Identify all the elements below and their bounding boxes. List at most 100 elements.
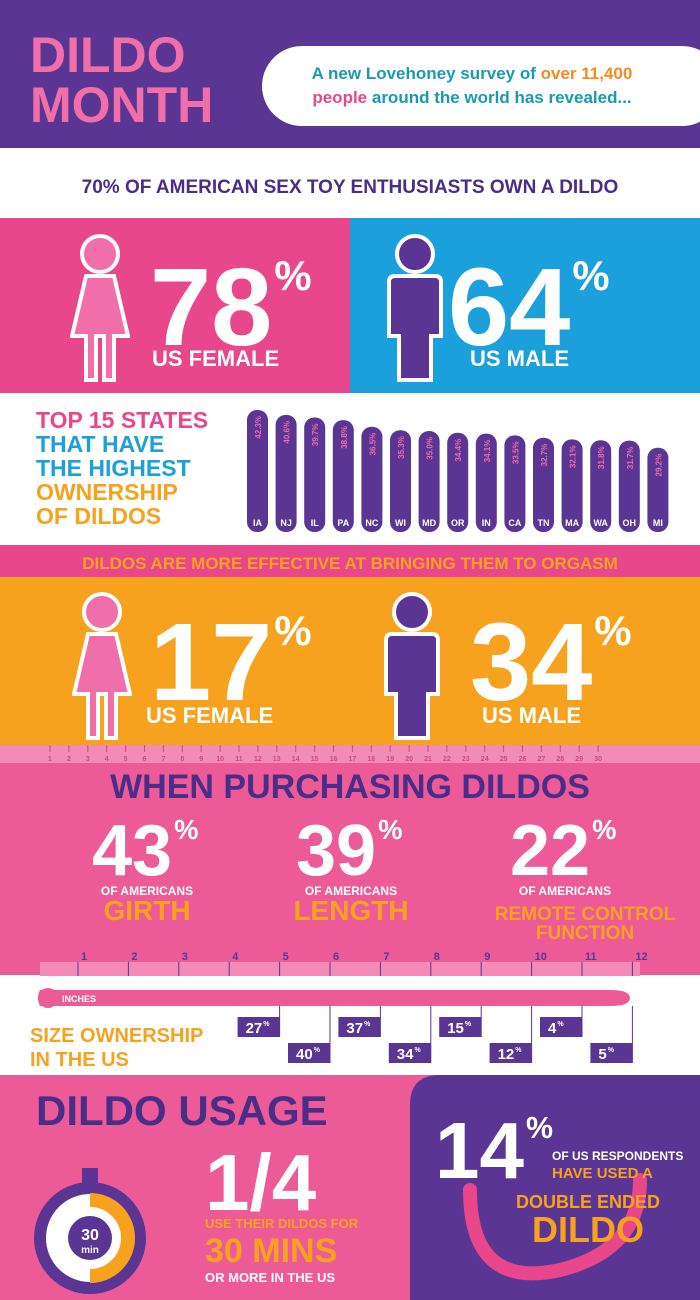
size-box <box>237 1017 280 1037</box>
intro-text: people <box>312 88 367 107</box>
double-line: DOUBLE ENDED <box>516 1192 660 1212</box>
stat-number: 17 <box>150 601 272 724</box>
size-unit: % <box>465 1021 472 1028</box>
bar <box>247 410 268 532</box>
stat-unit: % <box>594 607 631 654</box>
ruler-label: 2 <box>131 951 137 963</box>
bar <box>647 447 669 532</box>
double-line: HAVE USED A <box>552 1165 653 1182</box>
stat-label: US FEMALE <box>146 703 273 728</box>
ruler-label: 6 <box>143 756 147 763</box>
ruler-label: 16 <box>330 756 338 763</box>
chart-title: THE HIGHEST <box>36 455 191 481</box>
size-unit: % <box>608 1047 615 1054</box>
bar-value-label: 29.2% <box>654 454 663 477</box>
stat-unit: % <box>572 252 609 299</box>
stat-unit: % <box>378 814 402 845</box>
double-dildo <box>463 1173 647 1281</box>
ruler-label: 4 <box>105 756 109 763</box>
bar-value-label: 36.5% <box>368 433 377 456</box>
bar-category: MD <box>422 518 436 528</box>
dildo-shape <box>38 990 630 1006</box>
size-unit: % <box>557 1021 564 1028</box>
bar <box>504 435 526 532</box>
ruler <box>40 962 640 976</box>
size-unit: % <box>263 1021 270 1028</box>
bar-category: NJ <box>280 518 292 528</box>
stopwatch-top <box>82 1168 98 1186</box>
bar-value-label: 31.7% <box>626 447 635 470</box>
bar-category: MI <box>653 518 663 528</box>
ruler-label: 3 <box>86 756 90 763</box>
size-number: 40 <box>296 1046 313 1063</box>
bar-value-label: 31.8% <box>597 446 606 469</box>
bar <box>561 439 583 532</box>
usage-line: OR MORE IN THE US <box>205 1270 335 1285</box>
ruler-label: 12 <box>254 756 262 763</box>
headline: DILDOS ARE MORE EFFECTIVE AT BRINGING TH… <box>82 554 618 573</box>
ruler-label: 28 <box>556 756 564 763</box>
usage-line: 30 MINS <box>205 1232 337 1270</box>
size-number: 12 <box>498 1046 515 1063</box>
ruler-label: 29 <box>575 756 583 763</box>
stat-number: 34 <box>470 601 592 724</box>
logo: MONTH <box>30 77 213 133</box>
stat-label: US MALE <box>482 703 581 728</box>
ruler-label: 7 <box>161 756 165 763</box>
bar-category: PA <box>337 518 349 528</box>
intro-text: A new Lovehoney survey of <box>312 64 541 83</box>
bar <box>618 440 640 532</box>
bar-category: MA <box>565 518 579 528</box>
size-number: 34 <box>397 1046 414 1063</box>
ruler-label: 24 <box>481 756 489 763</box>
ruler-label: 22 <box>443 756 451 763</box>
timer-center <box>68 1216 112 1260</box>
bar-value-label: 34.1% <box>483 440 492 463</box>
ruler-label: 10 <box>535 951 547 963</box>
stat-unit: % <box>274 607 311 654</box>
chart-title: OF DILDOS <box>36 503 161 529</box>
dildo-base <box>38 988 58 1008</box>
bar <box>304 417 326 532</box>
ruler-label: 17 <box>349 756 357 763</box>
ruler-label: 10 <box>216 756 224 763</box>
section-title: WHEN PURCHASING DILDOS <box>110 768 590 806</box>
bar-value-label: 39.7% <box>311 423 320 446</box>
size-box <box>489 1043 532 1063</box>
size-title: IN THE US <box>30 1049 129 1071</box>
ruler-label: 14 <box>292 756 300 763</box>
intro-text: around the world has revealed... <box>367 88 632 107</box>
bar-value-label: 34.4% <box>454 439 463 462</box>
ruler-label: 25 <box>500 756 508 763</box>
fraction: 1/4 <box>205 1138 317 1227</box>
ruler-label: 18 <box>367 756 375 763</box>
stat-label: GIRTH <box>103 895 190 926</box>
stat-number: 14 <box>435 1106 524 1195</box>
size-box <box>439 1017 482 1037</box>
size-number: 37 <box>346 1020 363 1037</box>
ruler-label: 1 <box>48 756 52 763</box>
ruler-label: 19 <box>386 756 394 763</box>
ruler-label: 21 <box>424 756 432 763</box>
size-number: 15 <box>447 1020 464 1037</box>
stat-number: 64 <box>448 246 570 369</box>
bar-category: OR <box>451 518 465 528</box>
intro: people around the world has revealed... <box>312 88 631 107</box>
bar <box>418 431 440 532</box>
bar-value-label: 42.3% <box>254 416 263 439</box>
stat-label: LENGTH <box>293 895 408 926</box>
ruler-label: 23 <box>462 756 470 763</box>
stat-prefix: OF AMERICANS <box>519 884 611 898</box>
stat-prefix: OF AMERICANS <box>305 884 397 898</box>
ruler-label: 11 <box>585 951 597 963</box>
ruler-label: 11 <box>235 756 243 763</box>
stat-unit: % <box>526 1111 553 1145</box>
stat-unit: % <box>592 814 616 845</box>
ruler-label: 3 <box>182 951 188 963</box>
size-unit: % <box>314 1047 321 1054</box>
stat-number: 39 <box>296 811 376 891</box>
bar-value-label: 35.0% <box>426 437 435 460</box>
stat-label: US MALE <box>470 346 569 371</box>
